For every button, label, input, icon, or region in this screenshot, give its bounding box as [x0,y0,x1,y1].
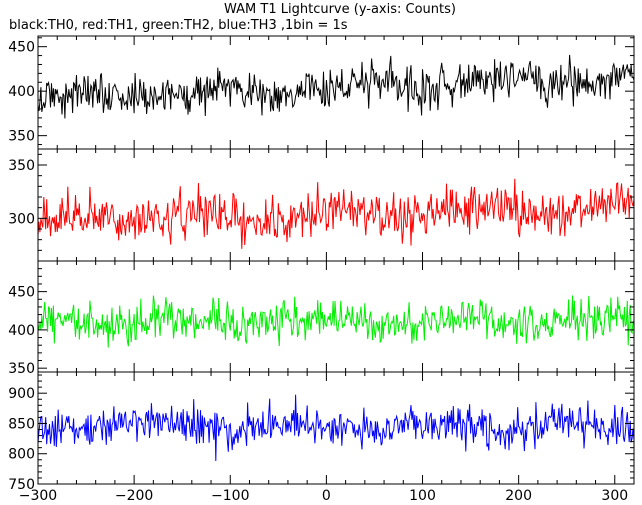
panel-th2: 350 400 450 [8,260,635,377]
panel-frame [37,148,635,262]
x-tick-label: 300 [601,488,628,504]
y-tick-label: 400 [8,84,35,100]
x-tick-label: 100 [409,488,436,504]
y-tick-label: 300 [8,211,35,227]
x-tick-label: 200 [505,488,532,504]
y-tick-label: 800 [8,447,35,463]
x-tick-label: −300 [19,488,57,504]
panel-th1: 300 350 [8,148,635,262]
y-tick-label: 850 [8,416,35,432]
x-tick-label: 0 [322,488,331,504]
y-tick-label: 350 [8,361,35,377]
series-line-th1 [38,178,634,249]
x-axis: −300 −200 −100 0 100 200 300 [19,488,628,504]
y-tick-label: 450 [8,285,35,301]
series-line-th2 [38,295,634,348]
panel-frame [37,371,635,485]
y-tick-label: 350 [8,158,35,174]
chart-title: WAM T1 Lightcurve (y-axis: Counts) [224,2,456,17]
panel-th3: 750 800 850 900 [8,371,635,493]
panel-th0: 350 400 450 [8,35,635,150]
y-tick-label: 750 [8,477,35,493]
chart-subtitle: black:TH0, red:TH1, green:TH2, blue:TH3 … [9,18,348,33]
y-tick-label: 400 [8,323,35,339]
series-line-th0 [38,54,634,119]
panels-group: 350 400 450 300 350 350 400 450 750 800 850 900 [8,35,635,493]
x-tick-label: −100 [211,488,249,504]
x-tick-label: −200 [115,488,153,504]
y-tick-label: 450 [8,40,35,56]
y-tick-label: 900 [8,386,35,402]
y-tick-label: 350 [8,129,35,145]
series-line-th3 [38,394,634,462]
